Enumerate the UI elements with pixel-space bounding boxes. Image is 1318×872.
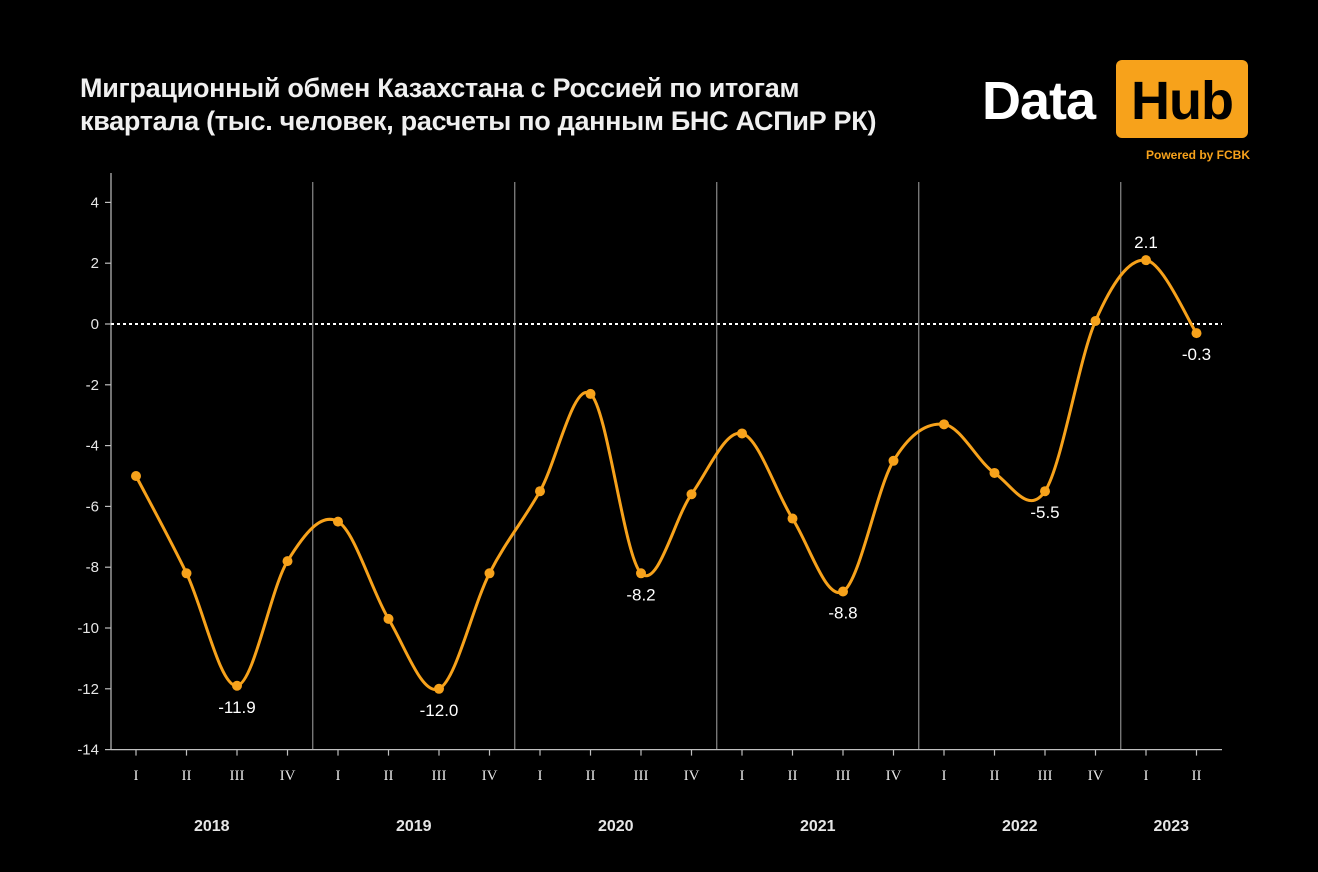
data-point [131,471,141,481]
x-tick-label: I [336,768,341,784]
data-label: -11.9 [218,698,256,717]
x-tick-label: I [740,768,745,784]
x-tick-label: II [182,768,192,784]
x-tick-label: IV [280,768,296,784]
data-label: -5.5 [1030,503,1059,522]
data-point [333,516,343,527]
x-tick-label: II [586,768,596,784]
logo-powered-text: Powered by FCBK [1145,148,1250,162]
data-label: -12.0 [420,701,459,720]
x-tick-label: IV [1088,768,1104,784]
data-point [282,556,293,567]
chart-title-line1: Миграционный обмен Казахстана с Россией … [80,73,800,103]
logo-hub-box: Hub [1116,60,1248,138]
data-point [434,683,444,694]
x-tick-label: III [1038,768,1053,784]
data-label: -0.3 [1182,345,1211,364]
x-tick-label: IV [482,768,498,784]
y-tick-label: -6 [86,498,99,515]
data-point [383,613,394,624]
data-point [1090,315,1101,326]
x-tick-label: I [1144,768,1149,784]
y-tick-label: -8 [86,559,99,576]
data-point [1040,486,1050,497]
y-tick-label: -14 [77,742,99,759]
data-point [838,586,848,597]
data-point [686,489,697,500]
x-tick-label: II [990,768,1000,784]
data-point [484,568,495,579]
data-point [787,513,798,524]
year-label: 2019 [396,818,432,835]
x-tick-label: II [384,768,394,784]
datahub-logo: Data Hub Powered by FCBK [978,58,1250,168]
data-point [1191,328,1202,339]
data-point [888,455,899,466]
x-tick-label: I [942,768,947,784]
x-tick-label: III [230,768,245,784]
data-point [737,428,747,439]
logo-hub-text: Hub [1131,71,1234,131]
y-tick-label: -4 [86,438,99,455]
x-tick-label: IV [684,768,700,784]
data-label: -8.2 [626,585,655,604]
y-tick-label: 4 [91,194,99,211]
x-tick-label: II [1192,768,1202,784]
x-tick-label: I [134,768,139,784]
series-line [134,258,1198,691]
data-point [232,680,242,691]
data-point [939,419,949,430]
chart-title: Миграционный обмен Казахстана с Россией … [80,72,940,138]
x-tick-label: III [836,768,851,784]
year-label: 2022 [1002,818,1038,835]
data-point [585,388,596,399]
year-label: 2023 [1153,818,1189,835]
data-point [181,568,192,579]
year-label: 2021 [800,818,836,835]
x-tick-label: I [538,768,543,784]
data-point [989,467,1000,478]
y-tick-label: -10 [77,620,99,637]
x-tick-label: III [432,768,447,784]
y-tick-label: 2 [91,255,99,272]
year-label: 2018 [194,818,230,835]
data-point [1141,255,1151,266]
y-tick-label: -2 [86,377,99,394]
data-point [535,486,545,497]
y-tick-label: -12 [77,681,99,698]
data-point [636,568,646,579]
data-label: -8.8 [828,604,857,623]
year-label: 2020 [598,818,634,835]
x-tick-label: III [634,768,649,784]
chart-title-line2: квартала (тыс. человек, расчеты по данны… [80,106,877,136]
y-tick-label: 0 [91,316,99,333]
x-tick-label: II [788,768,798,784]
x-tick-label: IV [886,768,902,784]
logo-data-text: Data [982,71,1096,131]
data-label: 2.1 [1134,233,1158,252]
